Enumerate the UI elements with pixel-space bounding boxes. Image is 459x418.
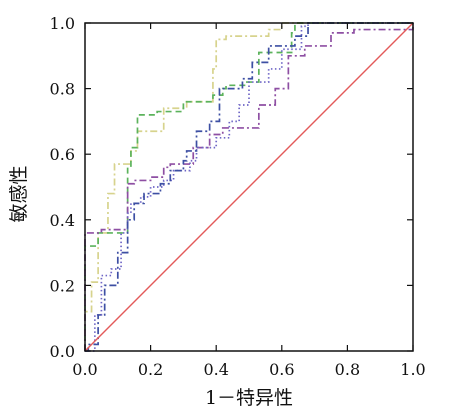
roc-series-3 bbox=[84, 23, 414, 351]
x-tick-label: 0.6 bbox=[269, 360, 294, 379]
roc-series-5 bbox=[85, 22, 413, 352]
ticks-layer: 0.0 0.2 0.4 0.6 0.8 1.0 0.0 0.2 0.4 0.6 0.8 1.0 bbox=[50, 14, 426, 379]
y-tick-label: 0.4 bbox=[50, 211, 75, 230]
y-tick-label: 0.0 bbox=[50, 342, 75, 361]
y-tick-label: 0.8 bbox=[50, 80, 75, 99]
x-tick-label: 0.2 bbox=[138, 360, 163, 379]
x-axis-label: 1－特异性 bbox=[205, 387, 293, 409]
x-tick-label: 1.0 bbox=[400, 360, 425, 379]
roc-series-4 bbox=[85, 22, 413, 352]
y-axis-label: 敏感性 bbox=[8, 165, 30, 222]
roc-series-6 bbox=[84, 22, 414, 352]
y-tick-label: 1.0 bbox=[50, 14, 75, 33]
series-layer bbox=[84, 22, 414, 352]
plot-frame bbox=[84, 22, 414, 352]
x-tick-label: 0.0 bbox=[72, 360, 97, 379]
roc-series-2 bbox=[84, 22, 413, 351]
x-tick-label: 0.4 bbox=[203, 360, 228, 379]
roc-series-1 bbox=[84, 22, 413, 351]
y-tick-label: 0.6 bbox=[50, 145, 75, 164]
y-tick-label: 0.2 bbox=[50, 276, 75, 295]
x-tick-label: 0.8 bbox=[335, 360, 360, 379]
